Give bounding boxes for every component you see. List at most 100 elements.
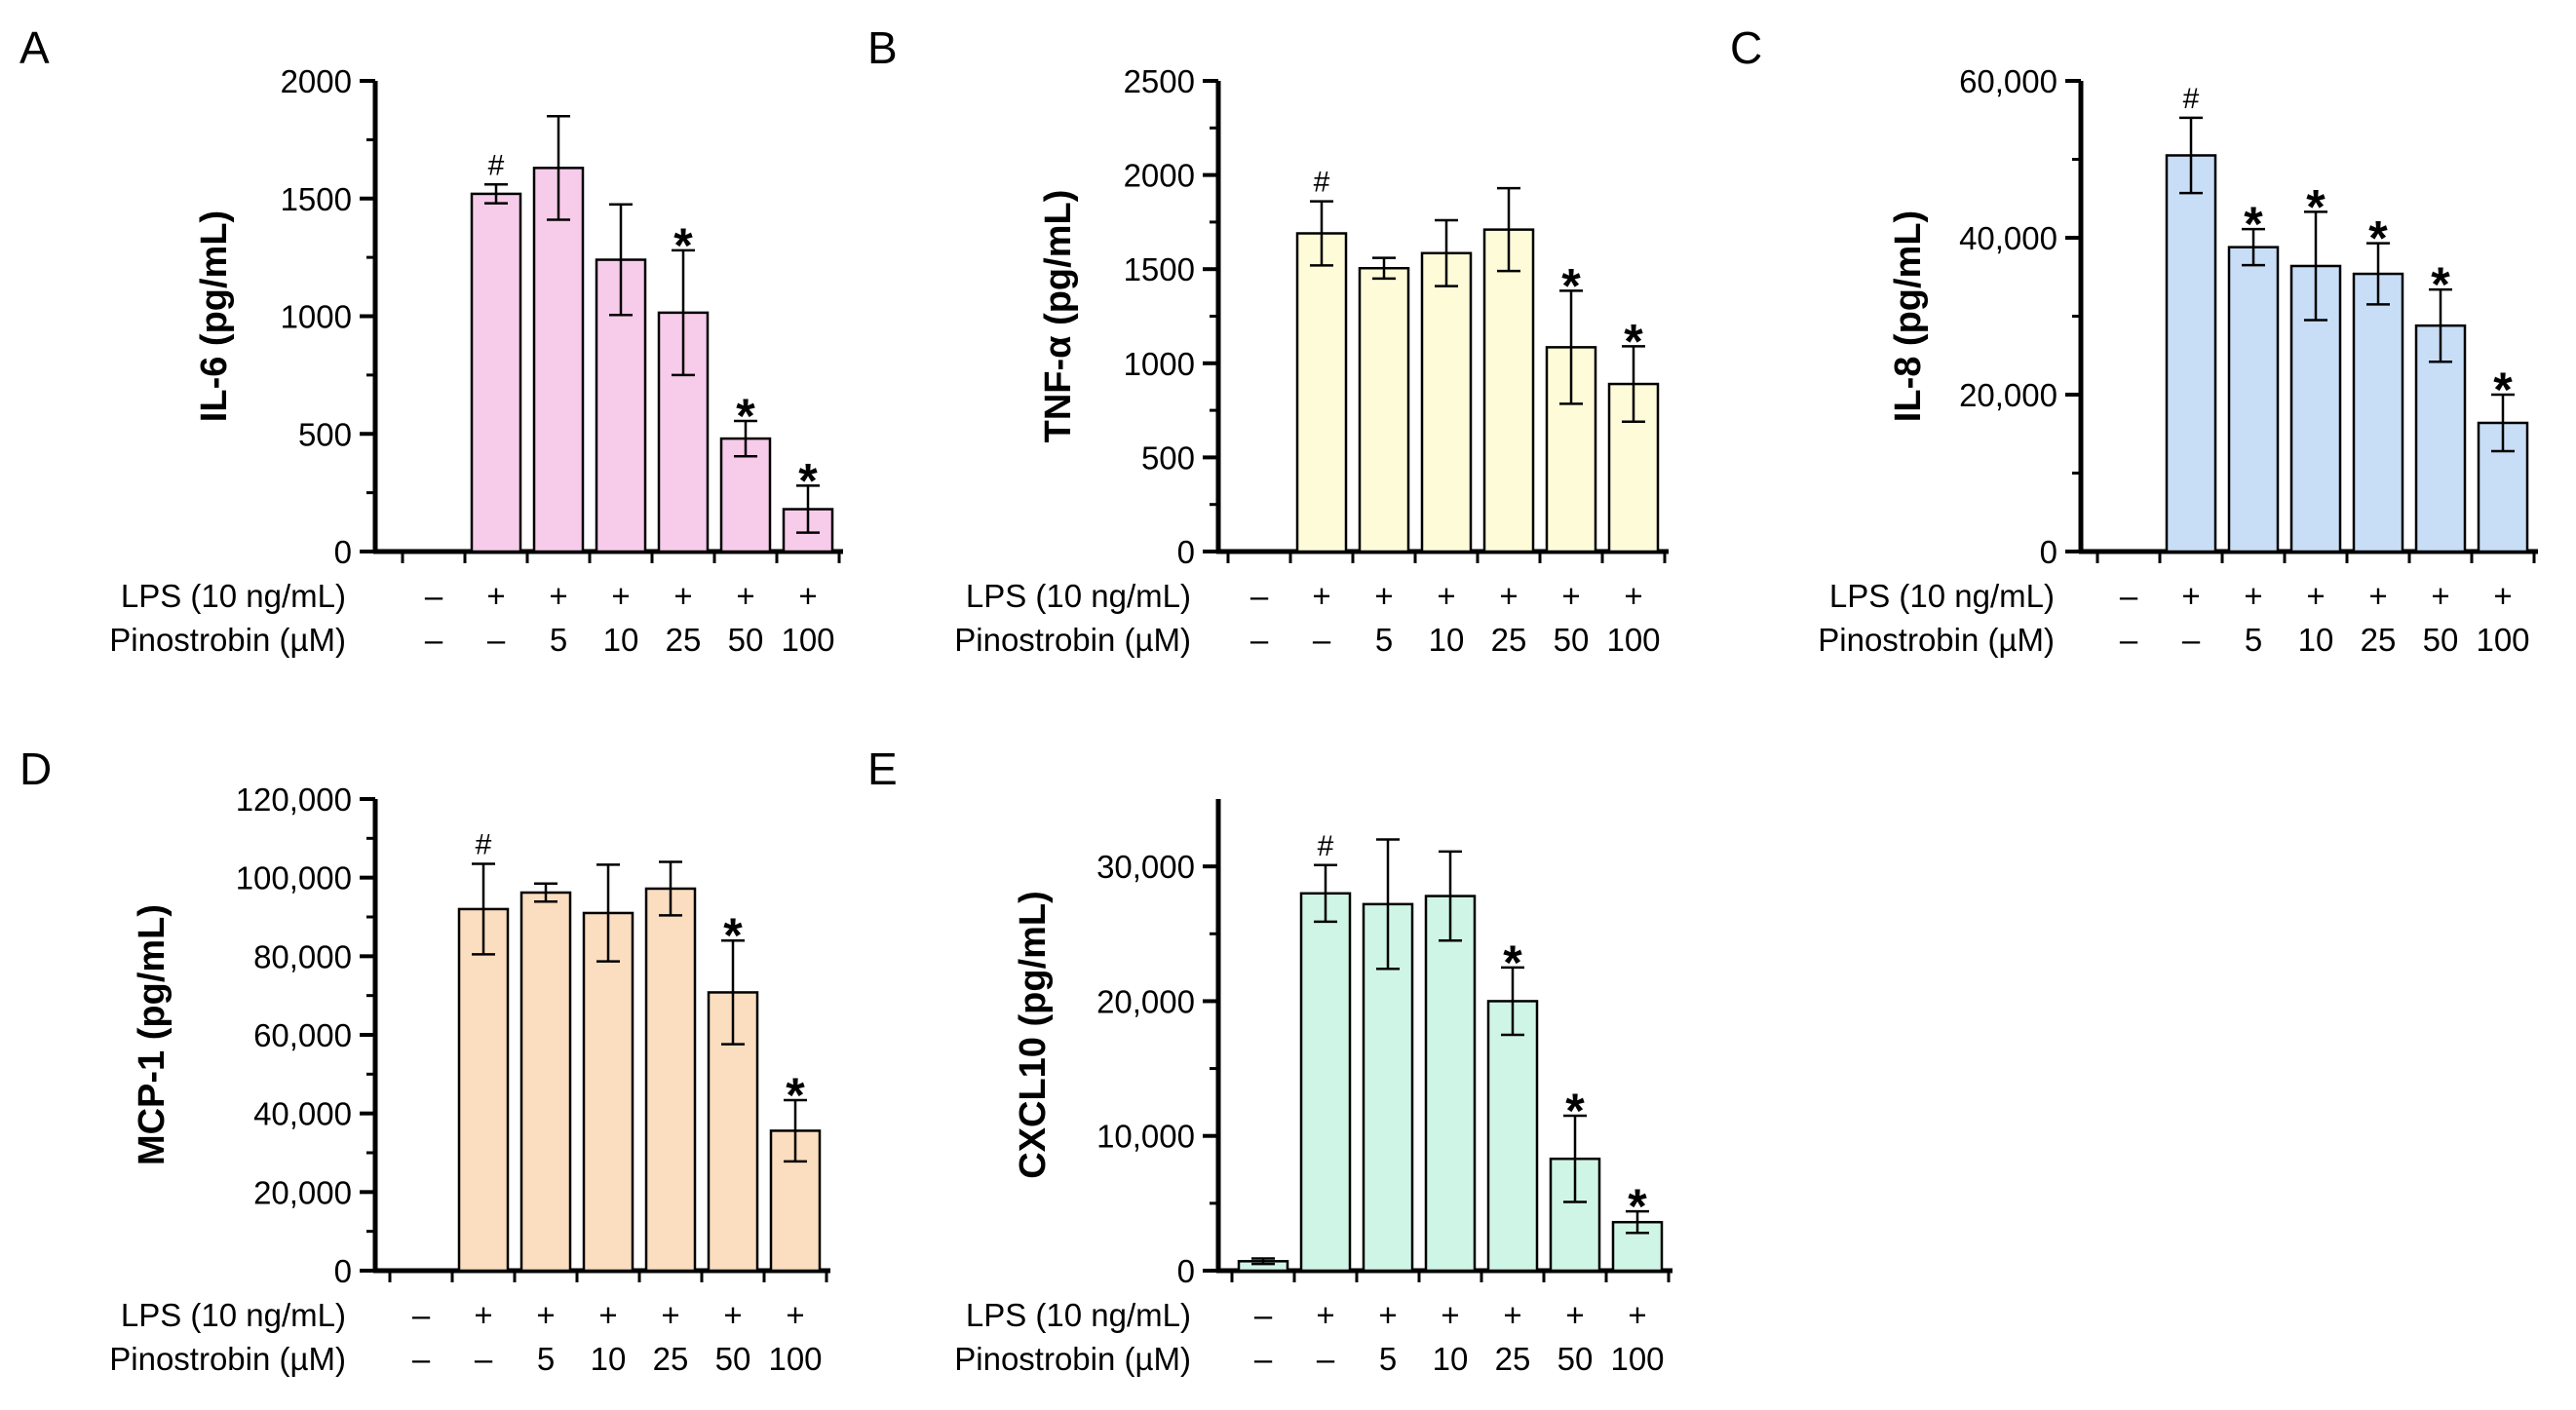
treatment-value: 10 bbox=[2298, 622, 2334, 658]
y-tick-label: 20,000 bbox=[1096, 983, 1195, 1019]
bar bbox=[1299, 892, 1352, 1273]
treatment-value: + bbox=[723, 1297, 742, 1333]
y-tick-label: 60,000 bbox=[253, 1017, 352, 1053]
panel-label: C bbox=[1730, 22, 1762, 73]
treatment-value: + bbox=[1312, 578, 1330, 614]
bar bbox=[2289, 264, 2342, 553]
treatment-value: – bbox=[1250, 622, 1269, 658]
significance-star: * bbox=[1503, 935, 1522, 990]
treatment-value: + bbox=[611, 578, 630, 614]
treatment-value: – bbox=[1317, 1341, 1335, 1377]
treatment-value: – bbox=[2182, 622, 2201, 658]
treatment-value: 50 bbox=[728, 622, 764, 658]
treatment-row-label: LPS (10 ng/mL) bbox=[1829, 578, 2055, 614]
treatment-value: + bbox=[2431, 578, 2449, 614]
treatment-value: + bbox=[1441, 1297, 1459, 1333]
treatment-value: 10 bbox=[591, 1341, 627, 1377]
significance-star: * bbox=[798, 453, 818, 508]
treatment-value: 10 bbox=[1429, 622, 1465, 658]
treatment-value: – bbox=[1313, 622, 1331, 658]
panel-label: B bbox=[867, 22, 898, 73]
chart-panel-E: E 0 10,000 20,000 30,000 CXCL10 (pg/mL) # * * * LP… bbox=[867, 743, 1672, 1377]
chart-panel-C: C 0 20,000 40,000 60,000 IL-8 (pg/mL) # * * * * * LP… bbox=[1730, 22, 2538, 658]
treatment-row-label: LPS (10 ng/mL) bbox=[121, 1297, 346, 1333]
bar bbox=[1420, 251, 1473, 553]
significance-star: * bbox=[2244, 197, 2263, 251]
treatment-value: – bbox=[1250, 578, 1269, 614]
significance-hash: # bbox=[1314, 167, 1330, 199]
treatment-value: – bbox=[425, 622, 443, 658]
bar bbox=[2414, 324, 2467, 553]
significance-star: * bbox=[786, 1068, 805, 1123]
treatment-value: + bbox=[1499, 578, 1518, 614]
treatment-value: + bbox=[1437, 578, 1455, 614]
y-tick-label: 2000 bbox=[281, 63, 352, 99]
significance-hash: # bbox=[1318, 830, 1334, 862]
y-tick-label: 120,000 bbox=[236, 781, 352, 818]
y-tick-label: 100,000 bbox=[236, 860, 352, 896]
treatment-value: – bbox=[475, 1341, 493, 1377]
chart-panel-A: A 0 500 1000 1500 2000 IL-6 (pg/mL) # * * * LPS (10… bbox=[19, 22, 843, 658]
y-tick-label: 1000 bbox=[281, 299, 352, 335]
bar bbox=[1295, 232, 1348, 553]
treatment-value: + bbox=[2181, 578, 2200, 614]
y-axis-title: MCP-1 (pg/mL) bbox=[132, 904, 173, 1165]
y-tick-label: 0 bbox=[1177, 534, 1195, 570]
treatment-value: + bbox=[1565, 1297, 1584, 1333]
bar bbox=[532, 167, 585, 553]
bar bbox=[2165, 154, 2217, 553]
y-tick-label: 0 bbox=[2040, 534, 2057, 570]
y-tick-label: 80,000 bbox=[253, 938, 352, 974]
treatment-value: + bbox=[486, 578, 505, 614]
y-tick-label: 20,000 bbox=[1959, 377, 2057, 413]
y-axis-title: TNF-α (pg/mL) bbox=[1038, 190, 1079, 443]
treatment-value: – bbox=[2120, 622, 2138, 658]
y-axis-title: CXCL10 (pg/mL) bbox=[1013, 891, 1054, 1179]
treatment-value: – bbox=[412, 1297, 431, 1333]
treatment-value: 25 bbox=[2361, 622, 2397, 658]
bar bbox=[1482, 228, 1535, 553]
bar bbox=[1549, 1157, 1601, 1273]
treatment-value: 100 bbox=[1606, 622, 1660, 658]
treatment-value: – bbox=[412, 1341, 431, 1377]
significance-star: * bbox=[1628, 1179, 1647, 1234]
bar bbox=[470, 192, 522, 553]
treatment-value: 5 bbox=[1375, 622, 1393, 658]
y-tick-label: 1500 bbox=[1124, 251, 1195, 287]
treatment-value: + bbox=[798, 578, 817, 614]
treatment-row-label: Pinostrobin (µM) bbox=[954, 1341, 1191, 1377]
bar bbox=[519, 891, 572, 1273]
bar bbox=[1358, 266, 1410, 553]
y-tick-label: 2500 bbox=[1124, 63, 1195, 99]
treatment-row-label: LPS (10 ng/mL) bbox=[966, 1297, 1191, 1333]
significance-star: * bbox=[673, 218, 693, 273]
treatment-value: + bbox=[1316, 1297, 1334, 1333]
bar bbox=[1362, 902, 1414, 1273]
treatment-value: + bbox=[2306, 578, 2325, 614]
treatment-row-label: Pinostrobin (µM) bbox=[109, 1341, 346, 1377]
treatment-value: 10 bbox=[1433, 1341, 1469, 1377]
treatment-value: + bbox=[2244, 578, 2262, 614]
treatment-value: + bbox=[1378, 1297, 1397, 1333]
y-tick-label: 20,000 bbox=[253, 1174, 352, 1210]
y-tick-label: 1000 bbox=[1124, 346, 1195, 382]
significance-hash: # bbox=[2183, 83, 2200, 115]
significance-star: * bbox=[2493, 362, 2513, 417]
treatment-row-label: Pinostrobin (µM) bbox=[1818, 622, 2055, 658]
treatment-value: + bbox=[549, 578, 567, 614]
treatment-value: 100 bbox=[781, 622, 834, 658]
y-tick-label: 2000 bbox=[1124, 158, 1195, 194]
y-tick-label: 30,000 bbox=[1096, 849, 1195, 885]
treatment-value: + bbox=[1561, 578, 1580, 614]
treatment-value: + bbox=[1503, 1297, 1521, 1333]
y-axis-title: IL-8 (pg/mL) bbox=[1888, 210, 1929, 422]
bar bbox=[457, 907, 510, 1273]
y-tick-label: 500 bbox=[298, 416, 352, 452]
treatment-value: 25 bbox=[653, 1341, 689, 1377]
significance-star: * bbox=[736, 389, 755, 443]
treatment-value: + bbox=[661, 1297, 679, 1333]
y-axis-title: IL-6 (pg/mL) bbox=[194, 210, 235, 422]
y-tick-label: 40,000 bbox=[253, 1096, 352, 1132]
y-tick-label: 0 bbox=[334, 534, 352, 570]
treatment-value: – bbox=[425, 578, 443, 614]
